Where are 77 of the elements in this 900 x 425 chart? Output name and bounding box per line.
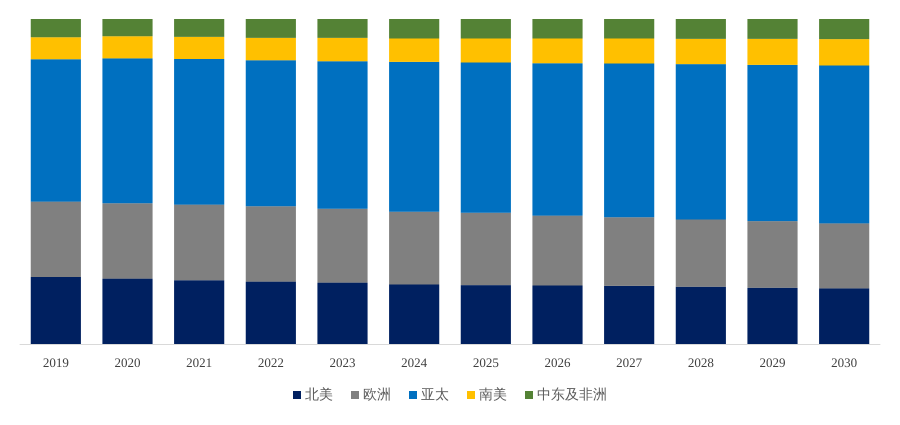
bar xyxy=(747,288,798,344)
bar xyxy=(676,286,726,344)
x-tick-label: 2021 xyxy=(186,355,212,370)
x-tick-label: 2028 xyxy=(688,355,714,370)
bar xyxy=(819,19,870,40)
x-tick-label: 2025 xyxy=(472,355,499,370)
bar xyxy=(389,38,440,62)
x-tick-label: 2030 xyxy=(831,355,858,370)
bar xyxy=(460,19,511,38)
bar xyxy=(317,208,368,283)
bar xyxy=(747,64,798,222)
bar xyxy=(819,39,870,66)
bar xyxy=(317,282,368,344)
bar xyxy=(532,216,583,286)
bar xyxy=(460,285,511,344)
bar xyxy=(389,212,440,285)
legend-label: 南美 xyxy=(479,387,507,403)
bar xyxy=(532,38,583,64)
bar xyxy=(460,212,511,286)
bar xyxy=(30,37,81,60)
bar xyxy=(174,204,224,280)
bar xyxy=(532,19,583,38)
bar xyxy=(676,38,726,64)
bar xyxy=(747,221,798,288)
x-tick-label: 2023 xyxy=(330,355,356,370)
bar xyxy=(819,288,870,344)
bar xyxy=(747,19,798,39)
bar xyxy=(102,36,153,58)
x-tick-label: 2029 xyxy=(760,355,786,370)
bar xyxy=(246,19,296,38)
bar xyxy=(174,36,224,59)
bar xyxy=(317,19,368,38)
x-tick-label: 2019 xyxy=(42,355,69,370)
bar xyxy=(102,19,153,36)
bar xyxy=(604,217,654,286)
x-tick-label: 2027 xyxy=(616,355,643,370)
bar xyxy=(30,202,81,278)
bar xyxy=(174,280,224,344)
x-tick-label: 2026 xyxy=(544,355,571,370)
bar xyxy=(246,60,296,206)
bar xyxy=(604,38,654,64)
bar xyxy=(174,58,224,205)
legend-label: 中东及非洲 xyxy=(537,387,607,403)
bar xyxy=(604,64,654,218)
bar xyxy=(102,278,153,344)
bar xyxy=(102,58,153,204)
bar xyxy=(604,19,654,38)
bar xyxy=(747,38,798,65)
bar xyxy=(30,19,81,38)
bar xyxy=(30,59,81,202)
bar xyxy=(676,19,726,39)
bar xyxy=(389,19,440,38)
bar xyxy=(460,62,511,213)
bar xyxy=(246,282,296,344)
bar xyxy=(676,220,726,287)
bar xyxy=(819,223,870,288)
bar xyxy=(676,64,726,220)
legend-label: 欧洲 xyxy=(363,387,391,403)
legend-label: 北美 xyxy=(305,387,333,403)
bar xyxy=(246,38,296,60)
bar xyxy=(174,19,224,37)
bar xyxy=(389,284,440,344)
bar xyxy=(532,63,583,216)
bar xyxy=(460,38,511,63)
bar xyxy=(532,286,583,344)
bar xyxy=(819,65,870,224)
bar xyxy=(317,61,368,209)
bar xyxy=(604,286,654,344)
legend-label: 亚太 xyxy=(421,387,449,403)
x-tick-label: 2024 xyxy=(401,355,428,370)
x-tick-label: 2022 xyxy=(258,355,284,370)
x-tick-label: 2020 xyxy=(114,355,140,370)
bar xyxy=(102,203,153,279)
bar xyxy=(30,277,81,344)
bar xyxy=(389,62,440,212)
bar xyxy=(317,38,368,62)
bar xyxy=(246,206,296,282)
